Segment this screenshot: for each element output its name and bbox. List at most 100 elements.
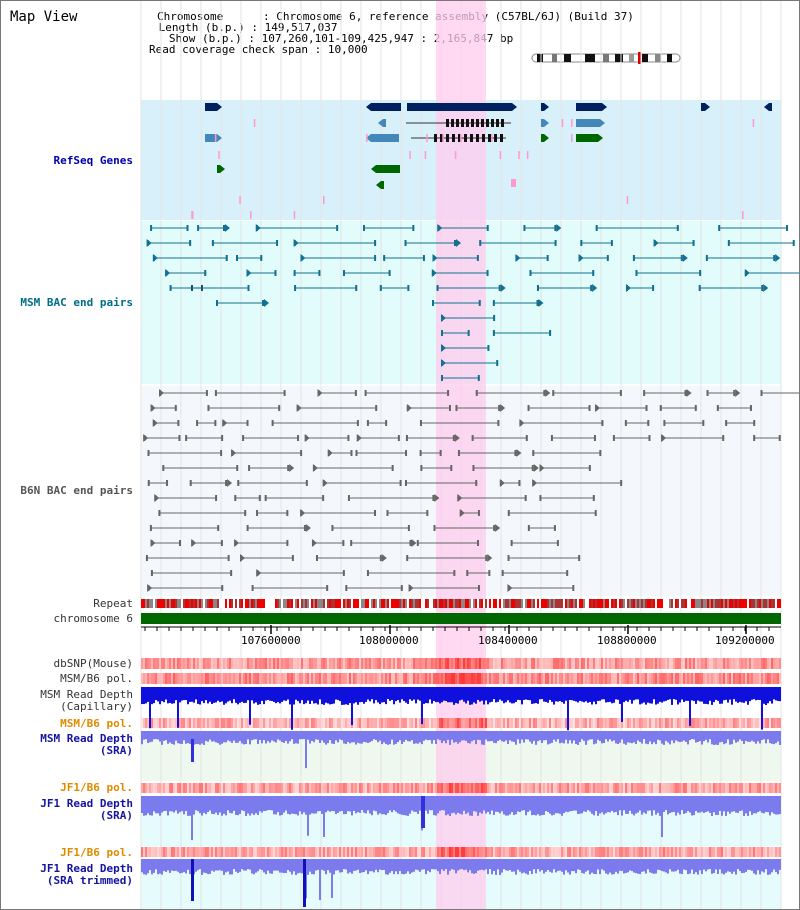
- depth-bar: [395, 731, 397, 744]
- depth-bar: [695, 687, 697, 704]
- bac-end: [216, 300, 218, 306]
- bac-end: [230, 570, 233, 576]
- msm-pol-cell: [757, 718, 759, 728]
- depth-bar: [149, 687, 151, 729]
- jf1-pol-cell: [217, 783, 219, 793]
- heatmap-tracks[interactable]: [141, 658, 781, 857]
- bac-end: [792, 240, 795, 246]
- gene-exon: [476, 134, 479, 142]
- depth-bar: [399, 731, 401, 741]
- msm-pol-cell: [667, 673, 669, 684]
- track-label-jf1-b6-pol: JF1/B6 pol.: [60, 781, 133, 794]
- jf1-pol-cell: [547, 847, 549, 857]
- jf1-pol-cell: [259, 847, 261, 857]
- repeat-segment: [583, 599, 585, 608]
- jf1-pol-cell: [623, 847, 625, 857]
- depth-bar: [459, 859, 461, 870]
- depth-bar: [455, 731, 457, 742]
- depth-bar: [607, 796, 609, 813]
- dbsnp-cell: [371, 658, 373, 669]
- bac-end-arrow: [515, 254, 521, 262]
- repeat-segment: [663, 599, 665, 608]
- jf1-pol-cell: [545, 847, 547, 857]
- repeat-segment: [685, 599, 687, 608]
- depth-bar: [701, 859, 703, 875]
- msm-pol-cell: [397, 718, 399, 728]
- jf1-pol-cell: [231, 847, 233, 857]
- msm-pol-cell: [693, 718, 695, 728]
- depth-bar: [553, 687, 555, 705]
- dbsnp-cell: [611, 658, 613, 669]
- depth-bar: [669, 687, 671, 700]
- depth-bar: [269, 859, 271, 874]
- jf1-pol-cell: [471, 847, 473, 857]
- msm-pol-cell: [669, 718, 671, 728]
- depth-bar: [571, 687, 573, 701]
- msm-bac-track[interactable]: [146, 224, 799, 381]
- repeat-segment: [427, 599, 429, 608]
- show-label: Show (b.p.): [168, 32, 242, 45]
- msm-pol-cell: [297, 718, 299, 728]
- depth-bar: [541, 731, 543, 743]
- jf1-pol-cell: [219, 847, 221, 857]
- jf1-pol-cell: [249, 847, 251, 857]
- bac-end: [477, 375, 480, 381]
- jf1-pol-cell: [765, 783, 767, 793]
- jf1-pol-cell: [739, 783, 741, 793]
- msm-pol-cell: [241, 718, 243, 728]
- depth-bar: [461, 796, 463, 815]
- chromosome-bar: [141, 613, 781, 624]
- depth-bar: [143, 687, 145, 705]
- bac-end: [214, 390, 217, 396]
- jf1-pol-cell: [347, 847, 349, 857]
- dbsnp-cell: [753, 658, 755, 669]
- msm-pol-cell: [179, 718, 181, 728]
- track-label-b6n-bac[interactable]: B6N BAC end pairs: [20, 484, 133, 497]
- depth-bar: [275, 687, 277, 704]
- jf1-pol-cell: [147, 783, 149, 793]
- depth-bar: [337, 859, 339, 871]
- jf1-pol-cell: [189, 847, 191, 857]
- depth-bar: [279, 796, 281, 816]
- gene-arrow: [366, 134, 371, 142]
- jf1-pol-cell: [323, 847, 325, 857]
- track-label-refseq[interactable]: RefSeq Genes: [53, 154, 133, 167]
- repeat-track[interactable]: [141, 599, 781, 608]
- depth-bar: [673, 731, 675, 744]
- depth-bar: [557, 859, 559, 871]
- bac-end: [145, 555, 148, 561]
- depth-bar: [387, 731, 389, 745]
- msm-pol-cell: [673, 718, 675, 728]
- msm-pol-cell: [685, 673, 687, 684]
- dbsnp-cell: [331, 658, 333, 669]
- depth-bar: [295, 859, 297, 875]
- dbsnp-cell: [277, 658, 279, 669]
- jf1-pol-cell: [585, 783, 587, 793]
- depth-bar: [247, 687, 249, 701]
- gene-arrow: [544, 103, 549, 111]
- repeat-segment: [291, 599, 293, 608]
- chromosome-ideogram[interactable]: [531, 52, 681, 64]
- depth-bar: [255, 796, 257, 814]
- repeat-segment: [241, 599, 243, 608]
- bac-end-arrow: [539, 464, 545, 472]
- dbsnp-cell: [411, 658, 413, 669]
- depth-bar: [271, 796, 273, 811]
- bac-end: [222, 225, 225, 231]
- jf1-pol-cell: [545, 783, 547, 793]
- depth-bar: [551, 859, 553, 873]
- depth-bar: [629, 731, 631, 743]
- refseq-genes-track[interactable]: [191, 103, 772, 219]
- track-label-msm-bac[interactable]: MSM BAC end pairs: [20, 296, 133, 309]
- depth-bar: [691, 731, 693, 740]
- msm-pol-cell: [433, 718, 435, 728]
- depth-bar: [733, 731, 735, 740]
- read-depth-tracks[interactable]: [141, 687, 781, 907]
- dbsnp-cell: [263, 658, 265, 669]
- depth-bar: [497, 796, 499, 812]
- depth-bar: [263, 687, 265, 705]
- jf1-pol-cell: [759, 847, 761, 857]
- b6n-bac-track[interactable]: [143, 389, 799, 592]
- depth-bar: [463, 731, 465, 741]
